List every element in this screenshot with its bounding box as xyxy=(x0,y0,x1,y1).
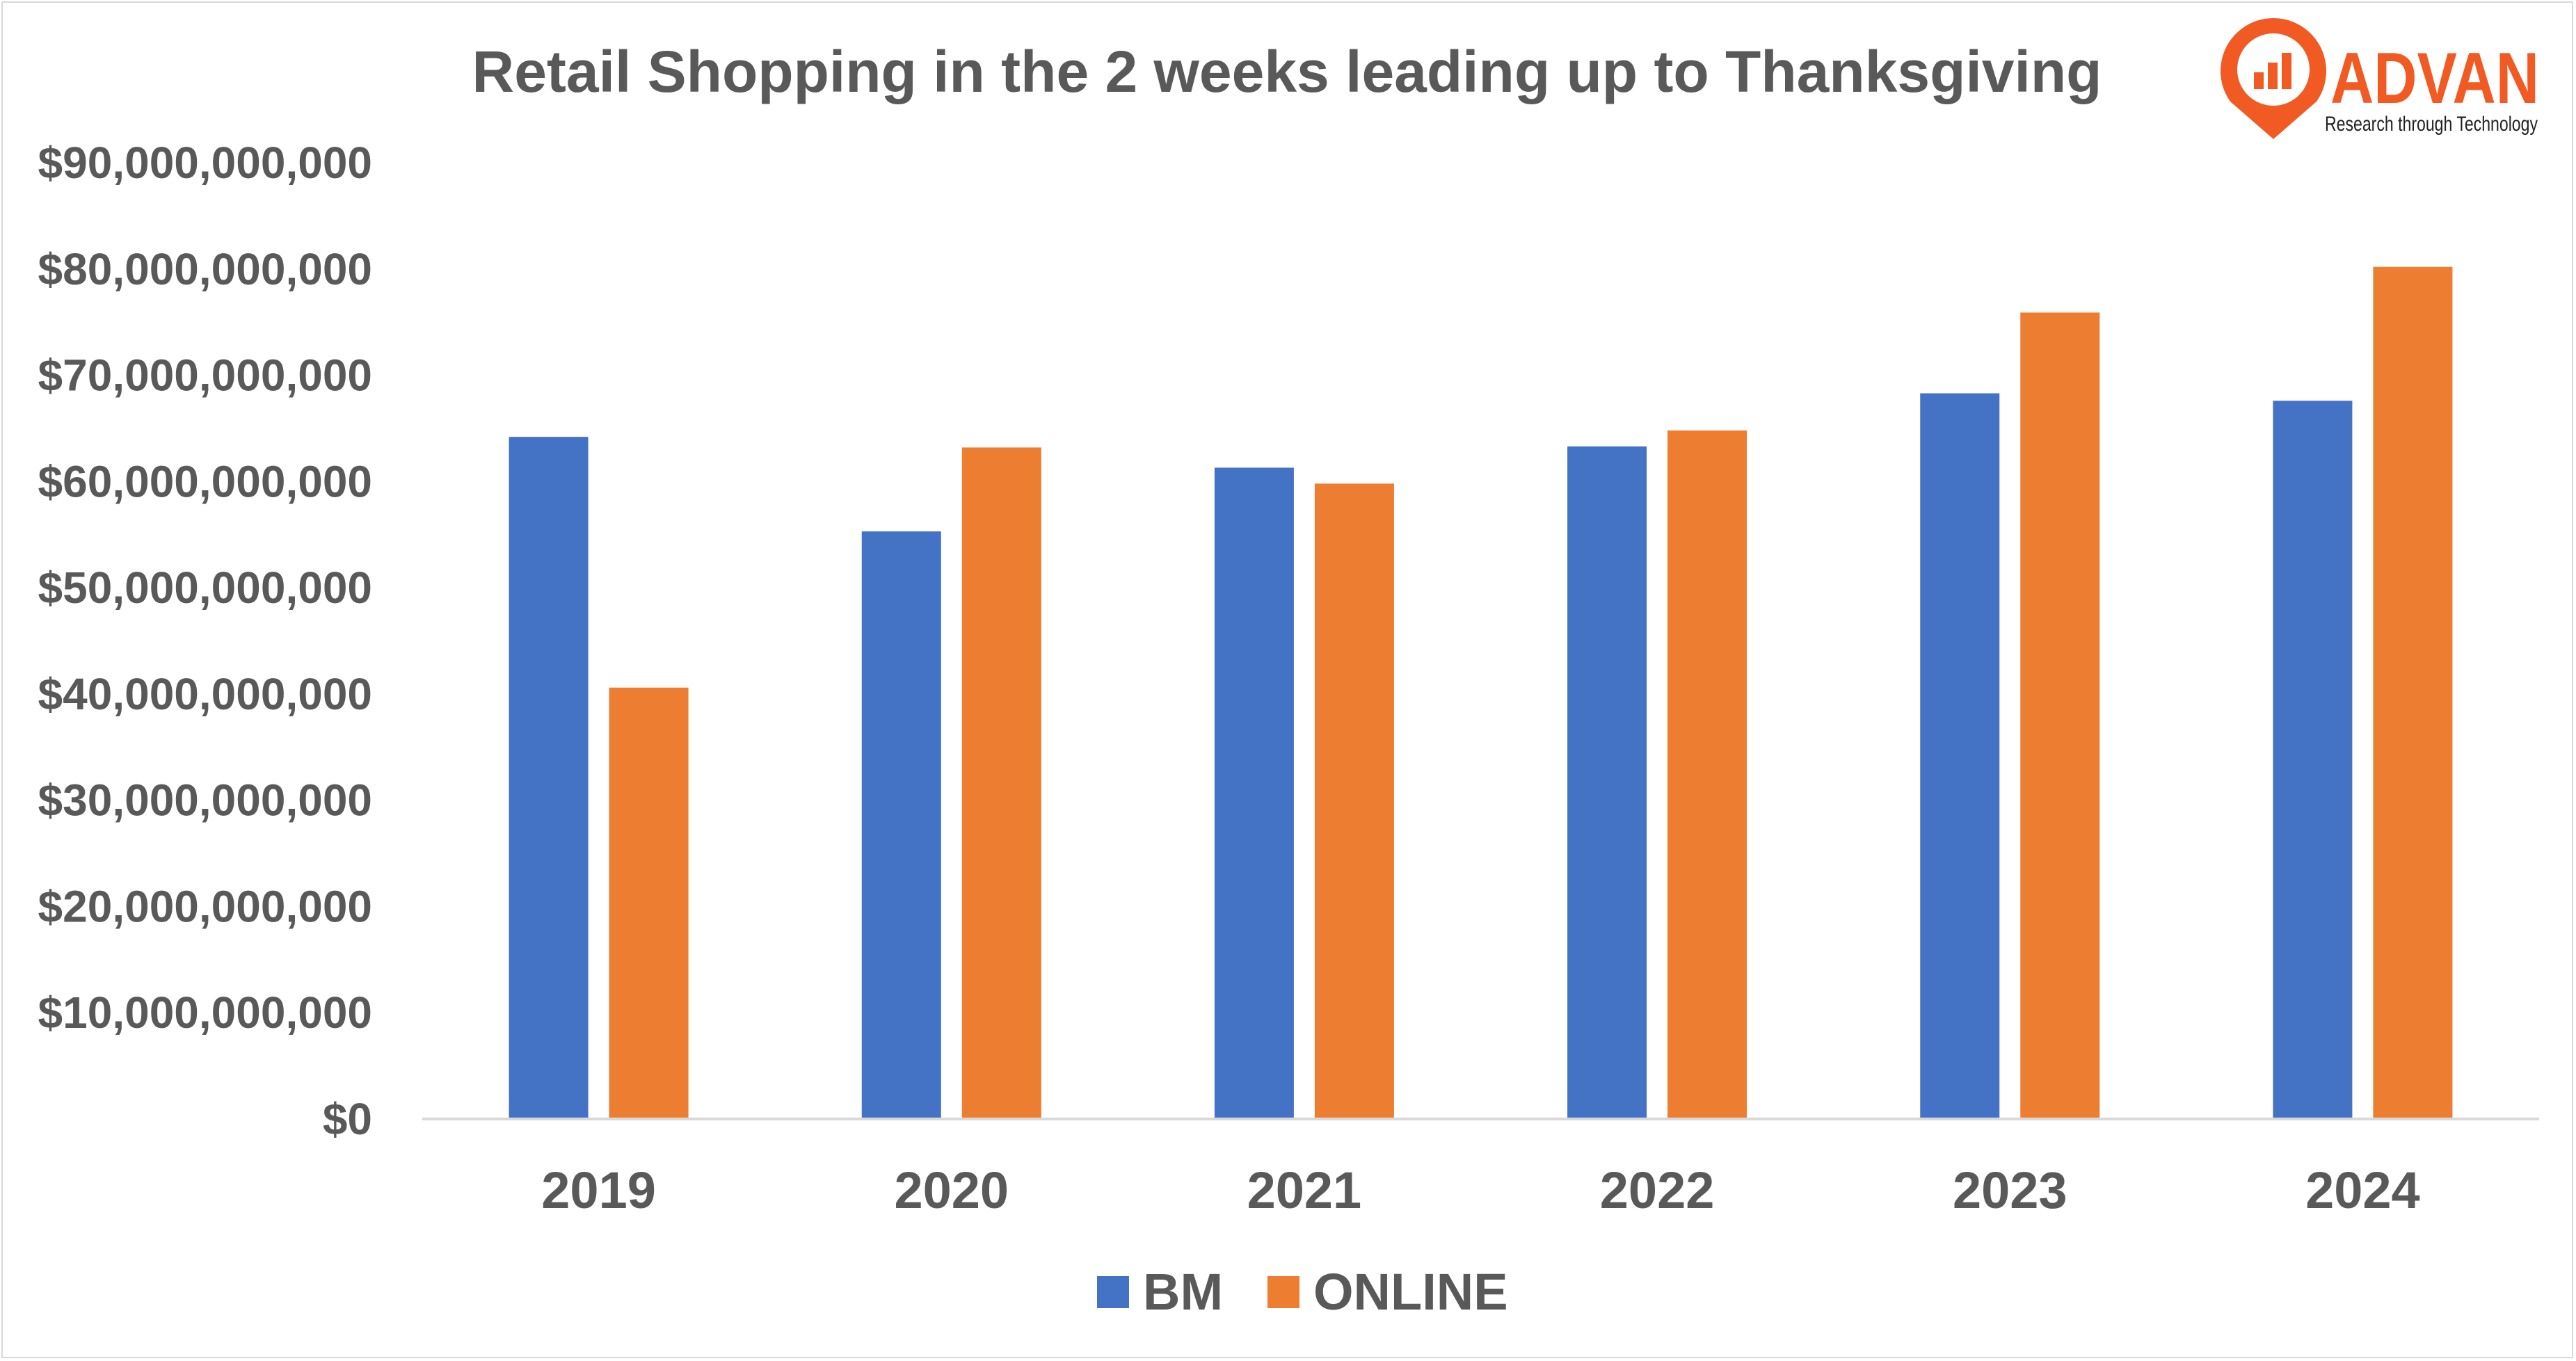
x-tick-label: 2021 xyxy=(1247,1161,1362,1219)
legend: BM ONLINE xyxy=(1097,1263,1508,1321)
x-axis: 2019 2020 2021 2022 2023 2024 xyxy=(541,1161,2419,1219)
bar-bm-2024 xyxy=(2273,401,2353,1120)
y-tick-label: $30,000,000,000 xyxy=(38,775,372,826)
bar-online-2023 xyxy=(2020,312,2100,1120)
bar-online-2019 xyxy=(609,687,689,1119)
chart-title: Retail Shopping in the 2 weeks leading u… xyxy=(472,39,2102,104)
logo-name: ADVAN xyxy=(2330,38,2539,119)
bar-bm-2023 xyxy=(1920,393,2000,1119)
bar-online-2024 xyxy=(2373,266,2453,1120)
bar-bm-2020 xyxy=(861,531,941,1119)
y-tick-label: $80,000,000,000 xyxy=(38,244,372,294)
bar-bm-2021 xyxy=(1214,467,1294,1119)
y-axis: $0 $10,000,000,000 $20,000,000,000 $30,000,… xyxy=(38,138,372,1144)
y-tick-label: $0 xyxy=(323,1094,372,1144)
legend-label-online: ONLINE xyxy=(1313,1263,1508,1321)
x-tick-label: 2022 xyxy=(1600,1161,1715,1219)
bar-online-2021 xyxy=(1314,483,1394,1119)
advan-logo: ADVAN Research through Technology xyxy=(2221,18,2539,139)
bars xyxy=(509,266,2453,1120)
x-tick-label: 2019 xyxy=(541,1161,656,1219)
y-tick-label: $40,000,000,000 xyxy=(38,669,372,719)
y-tick-label: $90,000,000,000 xyxy=(38,138,372,188)
y-tick-label: $70,000,000,000 xyxy=(38,351,372,401)
bar-online-2020 xyxy=(961,447,1041,1119)
y-tick-label: $10,000,000,000 xyxy=(38,988,372,1038)
bar-online-2022 xyxy=(1667,430,1747,1119)
y-tick-label: $20,000,000,000 xyxy=(38,881,372,931)
bar-bm-2019 xyxy=(509,437,589,1119)
x-tick-label: 2024 xyxy=(2305,1161,2420,1219)
legend-swatch-bm xyxy=(1097,1276,1129,1308)
map-pin-chart-icon xyxy=(2221,18,2326,139)
logo-tagline: Research through Technology xyxy=(2325,113,2538,136)
x-tick-label: 2023 xyxy=(1953,1161,2067,1219)
legend-label-bm: BM xyxy=(1143,1263,1223,1321)
x-tick-label: 2020 xyxy=(894,1161,1009,1219)
y-tick-label: $50,000,000,000 xyxy=(38,563,372,613)
bar-bm-2022 xyxy=(1567,446,1647,1119)
legend-swatch-online xyxy=(1267,1276,1299,1308)
y-tick-label: $60,000,000,000 xyxy=(38,456,372,506)
